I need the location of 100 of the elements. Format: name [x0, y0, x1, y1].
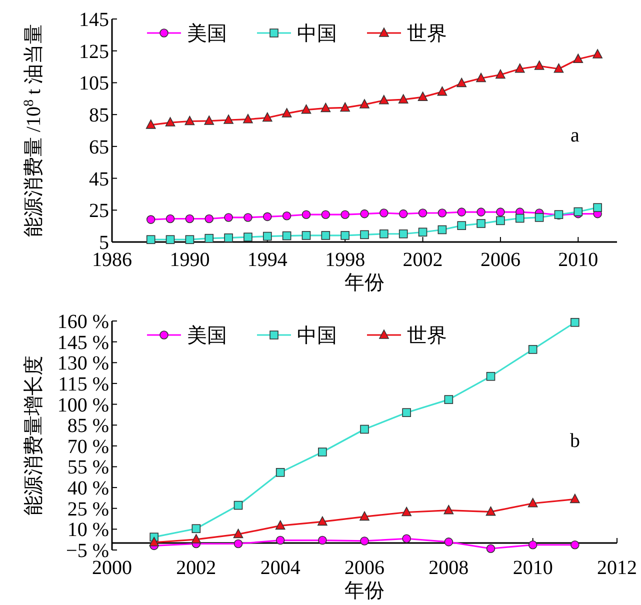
point: [496, 216, 505, 226]
point: [379, 94, 389, 104]
point: [243, 114, 253, 124]
y-tick-label: 25 %: [67, 498, 109, 520]
y-tick-label: 100 %: [57, 394, 109, 416]
legend-label: 美国: [187, 22, 227, 45]
point: [318, 448, 327, 456]
point: [360, 230, 369, 240]
legend-label: 美国: [187, 324, 227, 347]
legend-label: 世界: [407, 23, 447, 45]
point: [301, 104, 312, 114]
point: [360, 424, 369, 434]
y-tick-label: 160 %: [57, 311, 109, 333]
point: [402, 506, 412, 516]
point: [554, 63, 564, 73]
point: [360, 99, 370, 108]
point: [276, 468, 285, 477]
point: [360, 209, 369, 218]
point: [418, 228, 428, 237]
y-tick-label: 40 %: [67, 478, 109, 500]
point: [204, 234, 214, 243]
y-tick-label: 25: [89, 200, 109, 222]
legend-label: 中国: [297, 23, 337, 45]
point: [444, 395, 454, 404]
x-tick-label: 2006: [344, 557, 384, 579]
point: [402, 534, 411, 544]
point: [318, 516, 328, 526]
point: [444, 504, 454, 514]
point: [302, 231, 311, 240]
x-tick-label: 2002: [402, 249, 443, 271]
point: [570, 540, 580, 550]
y-tick-label: 10 %: [67, 519, 109, 542]
point: [496, 69, 506, 79]
point: [360, 536, 369, 546]
point: [166, 214, 175, 224]
point: [282, 108, 292, 118]
y-tick-label: 115 %: [58, 373, 109, 396]
y-tick-label: 55 %: [67, 456, 109, 479]
y-tick-label: 85 %: [67, 415, 109, 438]
point: [185, 235, 194, 244]
x-tick-label: 1994: [247, 249, 288, 271]
y-tick-label: 105: [79, 72, 109, 95]
point: [244, 213, 252, 222]
point: [165, 117, 176, 126]
point: [528, 345, 538, 354]
x-tick-label: 2004: [260, 557, 300, 579]
y-axis-title: 能源消费量增长度: [23, 356, 45, 516]
point: [149, 536, 159, 546]
point: [360, 511, 370, 521]
point: [275, 520, 286, 530]
point: [262, 212, 272, 222]
point: [380, 229, 388, 238]
point: [476, 219, 486, 228]
point: [224, 213, 233, 222]
point: [320, 102, 331, 112]
legend-label: 世界: [407, 325, 447, 347]
point: [321, 210, 330, 220]
point: [262, 112, 272, 122]
legend-label: 中国: [297, 325, 337, 347]
point: [340, 102, 350, 112]
y-tick-label: 65: [89, 136, 109, 158]
point: [380, 208, 388, 218]
point: [476, 72, 486, 82]
x-tick-label: 2008: [428, 557, 469, 579]
point: [528, 498, 538, 508]
point: [204, 214, 214, 224]
x-tick-label: 2010: [512, 557, 553, 579]
y-tick-label: 70 %: [67, 436, 109, 458]
point: [528, 540, 538, 550]
point: [534, 60, 544, 70]
point: [204, 116, 214, 125]
point: [534, 213, 544, 222]
point: [340, 231, 350, 240]
annotation: b: [570, 430, 580, 452]
point: [184, 116, 195, 126]
point: [418, 208, 428, 218]
point: [302, 210, 311, 220]
point: [418, 92, 428, 101]
x-tick-label: 2012: [597, 557, 637, 579]
y-tick-label: 45: [89, 168, 109, 190]
x-tick-label: 1990: [170, 249, 210, 271]
point: [146, 120, 156, 129]
point: [224, 233, 233, 242]
point: [340, 210, 350, 220]
point: [398, 209, 408, 218]
x-tick-label: 1998: [325, 249, 366, 271]
y-tick-label: 130 %: [57, 352, 109, 375]
x-tick-label: 2006: [480, 249, 520, 271]
point: [192, 524, 201, 534]
point: [318, 536, 327, 545]
point: [402, 408, 411, 417]
point: [146, 235, 156, 244]
point: [570, 494, 580, 504]
point: [593, 203, 602, 212]
point: [476, 208, 486, 216]
point: [573, 54, 584, 64]
point: [244, 232, 252, 242]
point: [486, 506, 496, 516]
x-tick-label: 2010: [558, 249, 598, 271]
point: [444, 538, 454, 546]
